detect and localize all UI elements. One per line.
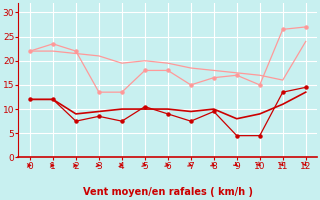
X-axis label: Vent moyen/en rafales ( km/h ): Vent moyen/en rafales ( km/h ) [83,187,253,197]
